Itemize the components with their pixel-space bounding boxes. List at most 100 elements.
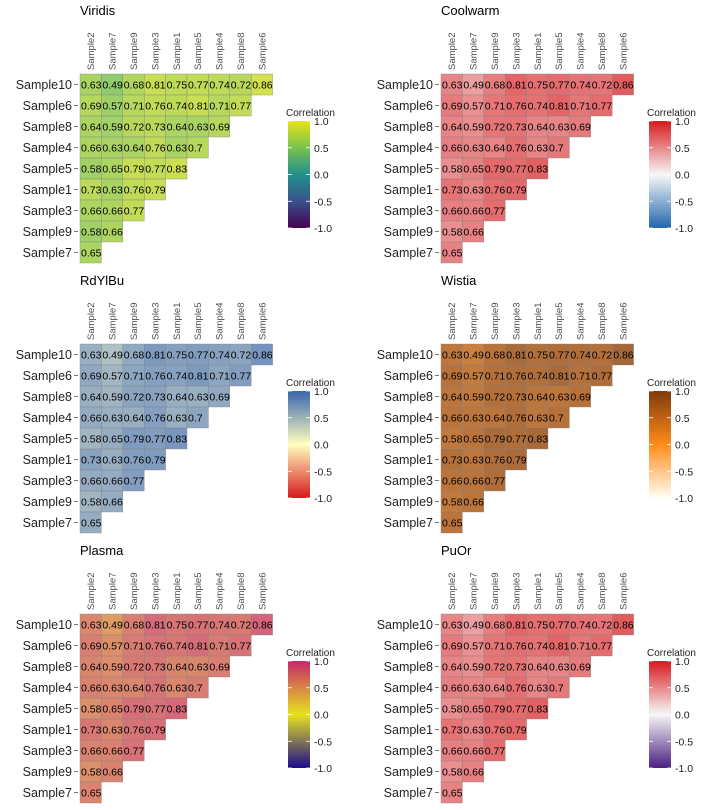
- row-label: Sample6: [384, 639, 433, 653]
- cell-label: 0.66: [102, 227, 123, 239]
- cell-label: 0.81: [188, 641, 209, 653]
- cell-label: 0.65: [463, 704, 484, 716]
- heatmap-cell: [122, 739, 145, 762]
- row-label: Sample4: [23, 681, 72, 695]
- cell-label: 0.64: [81, 662, 102, 674]
- row-label: Sample6: [23, 639, 72, 653]
- row-label: Sample3: [384, 744, 433, 758]
- row-label: Sample5: [23, 432, 72, 446]
- cell-label: 0.69: [81, 641, 102, 653]
- heatmap-cell: [440, 781, 463, 804]
- heatmap-cell: [590, 364, 613, 387]
- cell-label: 0.59: [463, 392, 484, 404]
- chart-title: Plasma: [80, 543, 124, 558]
- cell-label: 0.86: [252, 620, 273, 632]
- cell-label: 0.71: [124, 371, 145, 383]
- cell-label: 0.49: [463, 350, 484, 362]
- colorbar-tick-label: -0.5: [314, 736, 332, 748]
- cell-label: 0.66: [81, 206, 102, 218]
- heatmap-cell: [483, 469, 506, 492]
- cell-label: 0.79: [124, 164, 145, 176]
- cell-label: 0.77: [124, 476, 145, 488]
- row-label: Sample8: [23, 390, 72, 404]
- heatmap-cell: [526, 157, 549, 180]
- cell-label: 0.79: [145, 455, 166, 467]
- heatmap-cell: [462, 760, 485, 783]
- column-label: Sample5: [193, 303, 204, 341]
- cell-label: 0.76: [145, 641, 166, 653]
- cell-label: 0.74: [528, 101, 549, 113]
- cell-label: 0.71: [570, 641, 591, 653]
- row-label: Sample7: [384, 516, 433, 530]
- heatmap-cell: [186, 136, 209, 159]
- column-label: Sample8: [597, 33, 608, 71]
- colorbar-tick-label: 0.5: [314, 683, 329, 695]
- cell-label: 0.72: [124, 122, 145, 134]
- column-label: Sample3: [511, 33, 522, 71]
- cell-label: 0.76: [506, 371, 527, 383]
- column-label: Sample3: [511, 573, 522, 611]
- heatmap-cell: [590, 94, 613, 117]
- cell-label: 0.83: [167, 164, 188, 176]
- heatmap-cell: [569, 115, 591, 138]
- cell-label: 0.71: [485, 371, 506, 383]
- row-label: Sample8: [384, 390, 433, 404]
- cell-label: 0.58: [81, 767, 102, 779]
- cell-label: 0.71: [124, 641, 145, 653]
- column-label: Sample7: [469, 33, 480, 71]
- cell-label: 0.79: [145, 725, 166, 737]
- cell-label: 0.81: [549, 371, 570, 383]
- row-label: Sample6: [23, 99, 72, 113]
- colorbar-tick-label: 0.0: [675, 710, 690, 722]
- cell-label: 0.66: [442, 746, 463, 758]
- cell-label: 0.74: [209, 350, 230, 362]
- column-label: Sample5: [193, 33, 204, 71]
- row-label: Sample4: [384, 681, 433, 695]
- heatmap-cell: [229, 94, 252, 117]
- cell-label: 0.76: [145, 413, 166, 425]
- cell-label: 0.74: [528, 641, 549, 653]
- column-label: Sample7: [469, 573, 480, 611]
- row-label: Sample9: [384, 495, 433, 509]
- colorbar-tick-label: 0.0: [314, 710, 329, 722]
- heatmap-cell: [526, 427, 549, 450]
- cell-label: 0.69: [442, 371, 463, 383]
- colorbar-tick-label: 1.0: [314, 116, 329, 128]
- cell-label: 0.76: [485, 185, 506, 197]
- cell-label: 0.66: [102, 476, 123, 488]
- row-label: Sample3: [23, 474, 72, 488]
- cell-label: 0.81: [549, 641, 570, 653]
- cell-label: 0.58: [442, 497, 463, 509]
- cell-label: 0.58: [81, 227, 102, 239]
- cell-label: 0.73: [81, 185, 102, 197]
- cell-label: 0.58: [442, 704, 463, 716]
- cell-label: 0.72: [124, 662, 145, 674]
- cell-label: 0.75: [528, 80, 549, 92]
- cell-label: 0.83: [528, 704, 549, 716]
- cell-label: 0.59: [102, 662, 123, 674]
- row-label: Sample9: [384, 765, 433, 779]
- row-label: Sample3: [384, 474, 433, 488]
- column-label: Sample9: [490, 33, 501, 71]
- legend-title: Correlation: [286, 378, 335, 389]
- cell-label: 0.83: [528, 434, 549, 446]
- row-label: Sample6: [384, 99, 433, 113]
- colorbar-tick-label: -0.5: [675, 466, 693, 478]
- cell-label: 0.66: [102, 767, 123, 779]
- cell-label: 0.74: [528, 371, 549, 383]
- cell-label: 0.63: [549, 122, 570, 134]
- cell-label: 0.63: [442, 620, 463, 632]
- cell-label: 0.73: [506, 662, 527, 674]
- colorbar-tick-label: 0.5: [314, 413, 329, 425]
- cell-label: 0.66: [463, 767, 484, 779]
- cell-label: 0.74: [167, 371, 188, 383]
- column-label: Sample8: [597, 573, 608, 611]
- column-label: Sample4: [576, 303, 587, 341]
- row-label: Sample5: [384, 162, 433, 176]
- heatmap-cell: [526, 697, 549, 720]
- colorbar-tick-label: 0.0: [675, 440, 690, 452]
- cell-label: 0.81: [188, 371, 209, 383]
- cell-label: 0.63: [102, 725, 123, 737]
- cell-label: 0.64: [528, 392, 549, 404]
